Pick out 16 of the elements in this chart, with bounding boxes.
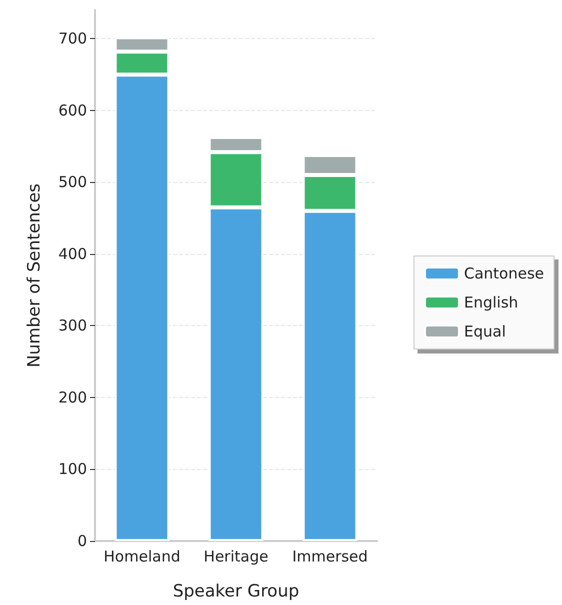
x-tick-label: Immersed	[292, 548, 368, 566]
x-axis-title: Speaker Group	[172, 582, 300, 602]
legend-label: Cantonese	[464, 264, 544, 282]
legend-label: Equal	[464, 322, 506, 340]
y-tick-label: 700	[58, 30, 87, 48]
legend-label: English	[464, 294, 518, 312]
y-tick-label: 600	[58, 101, 87, 120]
y-tick-label: 100	[58, 460, 87, 478]
y-tick-label: 200	[58, 388, 87, 406]
y-tick-label: 0	[77, 532, 87, 550]
y-tick-label: 400	[58, 244, 87, 263]
y-axis-title: Number of Sentences	[24, 183, 44, 368]
x-tick-label: Heritage	[204, 548, 268, 566]
y-tick-label: 300	[58, 316, 87, 335]
y-tick-label: 500	[58, 173, 87, 192]
x-tick-label: Homeland	[104, 548, 180, 566]
